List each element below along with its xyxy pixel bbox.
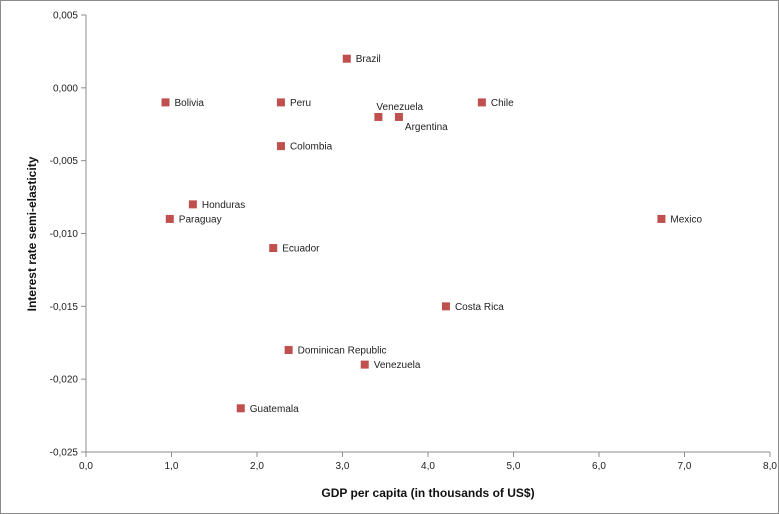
- point-label: Venezuela: [376, 102, 423, 113]
- scatter-point: [657, 214, 666, 223]
- point-label: Mexico: [670, 214, 702, 225]
- x-axis-title: GDP per capita (in thousands of US$): [321, 486, 534, 500]
- point-label: Brazil: [356, 54, 381, 65]
- point-label: Dominican Republic: [298, 346, 387, 357]
- y-tick-label: -0,005: [50, 156, 79, 167]
- x-axis-ticks: 0,0 1,0 2,0 3,0 4,0 5,0 6,0 7,0 8,0: [79, 452, 777, 472]
- point-label: Venezuela: [374, 360, 421, 371]
- point-labels: Brazil Bolivia Peru Chile Venezuela Argentina…: [175, 54, 703, 415]
- x-tick-label: 5,0: [507, 461, 521, 472]
- point-label: Guatemala: [250, 404, 299, 415]
- y-tick-label: 0,005: [53, 11, 78, 22]
- x-tick-label: 1,0: [165, 461, 179, 472]
- scatter-point: [161, 98, 170, 107]
- point-label: Costa Rica: [455, 302, 504, 313]
- point-label: Ecuador: [282, 244, 320, 255]
- scatter-point: [394, 112, 403, 121]
- scatter-point: [477, 98, 486, 107]
- point-label: Colombia: [290, 142, 333, 153]
- y-axis-ticks: 0,005 0,000 -0,005 -0,010 -0,015 -0,020 -0,025: [50, 11, 86, 459]
- data-points: [161, 54, 666, 413]
- scatter-point: [374, 112, 383, 121]
- point-label: Paraguay: [179, 214, 222, 225]
- y-axis-title: Interest rate semi-elasticity: [25, 156, 39, 311]
- y-tick-label: -0,020: [50, 375, 79, 386]
- point-label: Peru: [290, 98, 311, 109]
- y-tick-label: -0,025: [50, 448, 79, 459]
- point-label: Honduras: [202, 200, 245, 211]
- scatter-point: [276, 98, 285, 107]
- x-tick-label: 3,0: [336, 461, 350, 472]
- point-label: Bolivia: [175, 98, 205, 109]
- scatter-point: [342, 54, 351, 63]
- scatter-point: [276, 142, 285, 151]
- x-tick-label: 8,0: [763, 461, 777, 472]
- scatter-point: [441, 302, 450, 311]
- scatter-point: [284, 346, 293, 355]
- y-tick-label: -0,015: [50, 302, 79, 313]
- x-tick-label: 6,0: [592, 461, 606, 472]
- x-tick-label: 2,0: [250, 461, 264, 472]
- scatter-point: [360, 360, 369, 369]
- scatter-point: [269, 244, 278, 253]
- point-label: Argentina: [405, 122, 448, 133]
- scatter-point: [188, 200, 197, 209]
- x-tick-label: 4,0: [421, 461, 435, 472]
- y-tick-label: 0,000: [53, 83, 78, 94]
- point-label: Chile: [491, 98, 514, 109]
- scatter-point: [165, 214, 174, 223]
- x-tick-label: 7,0: [678, 461, 692, 472]
- scatter-point: [236, 404, 245, 413]
- y-tick-label: -0,010: [50, 229, 79, 240]
- x-tick-label: 0,0: [79, 461, 93, 472]
